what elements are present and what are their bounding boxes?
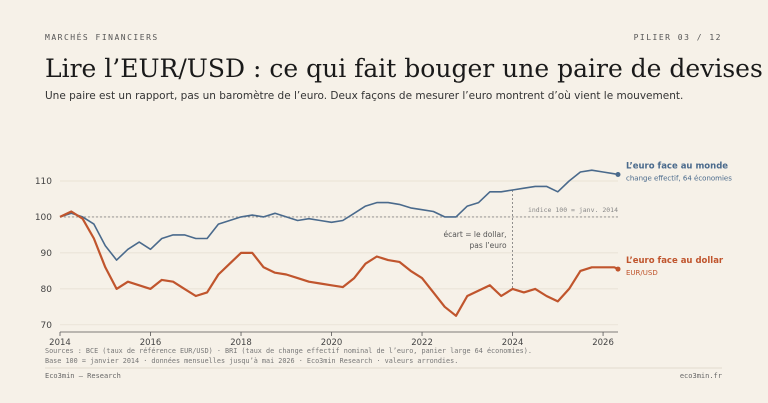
x-tick-label: 2020 [321, 338, 343, 348]
source: Sources : BCE (taux de référence EUR/USD… [45, 347, 532, 355]
y-tick-label: 90 [41, 249, 53, 259]
x-tick-label: 2024 [502, 338, 524, 348]
series-line [59, 210, 619, 317]
source: Base 100 = janvier 2014 · données mensue… [45, 357, 458, 365]
y-tick-label: 80 [41, 285, 53, 295]
x-tick-label: 2014 [49, 338, 71, 348]
x-tick-label: 2018 [230, 338, 252, 348]
y-tick-label: 70 [41, 321, 53, 331]
legend-name: L’euro face au dollar [626, 256, 724, 266]
brand: Eco3min — Research [45, 372, 121, 380]
subtitle: Une paire est un rapport, pas un baromèt… [45, 90, 683, 102]
x-tick-label: 2022 [411, 338, 433, 348]
y-tick-label: 110 [35, 177, 52, 187]
annotation-text: écart = le dollar, [443, 230, 506, 239]
title: Lire l’EUR/USD : ce qui fait bouger une … [45, 54, 763, 83]
plot: 70 80 90 100 110 2014 2016 2018 2020 2022 2024 2026… [35, 162, 732, 348]
site: eco3min.fr [680, 372, 722, 380]
pillar: PILIER 03 / 12 [634, 33, 722, 42]
legend-note: EUR/USD [626, 269, 658, 277]
legend-note: change effectif, 64 économies [626, 175, 732, 183]
annotation-text: pas l’euro [470, 241, 507, 250]
x-tick-label: 2016 [140, 338, 162, 348]
series-line [59, 169, 619, 261]
end-dot [615, 266, 621, 272]
kicker: MARCHÉS FINANCIERS [45, 31, 159, 42]
reference-label: indice 100 = janv. 2014 [528, 206, 618, 214]
x-tick-label: 2026 [592, 338, 614, 348]
y-tick-label: 100 [35, 213, 52, 223]
end-dot [615, 172, 621, 178]
legend-name: L’euro face au monde [626, 162, 728, 172]
